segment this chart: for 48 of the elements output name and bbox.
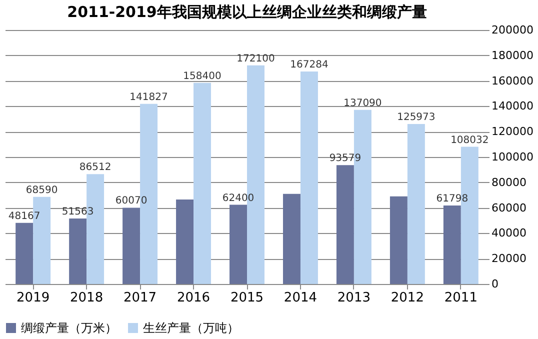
bar bbox=[390, 196, 408, 284]
data-label: 51563 bbox=[62, 206, 94, 218]
bar bbox=[69, 218, 87, 284]
x-tick-label: 2019 bbox=[16, 290, 50, 306]
bar bbox=[122, 208, 140, 284]
y-tick-label: 40000 bbox=[492, 226, 526, 240]
data-label: 167284 bbox=[290, 60, 328, 71]
x-tick-label: 2017 bbox=[123, 290, 157, 306]
bar bbox=[282, 194, 300, 284]
data-label: 172100 bbox=[236, 53, 275, 64]
bar bbox=[300, 72, 318, 284]
data-label: 61798 bbox=[436, 194, 468, 205]
bar bbox=[336, 165, 354, 284]
data-label: 86512 bbox=[79, 162, 112, 174]
data-label: 60070 bbox=[115, 196, 148, 207]
data-label: 158400 bbox=[183, 70, 222, 82]
y-tick-label: 0 bbox=[492, 278, 498, 290]
data-label: 68590 bbox=[26, 184, 58, 196]
data-label: 125973 bbox=[397, 112, 436, 124]
legend-label: 生丝产量（万吨） bbox=[143, 321, 239, 335]
bar bbox=[407, 124, 425, 284]
bar bbox=[176, 200, 194, 284]
x-tick-label: 2012 bbox=[390, 290, 424, 306]
bar bbox=[16, 222, 34, 284]
y-tick-label: 140000 bbox=[492, 100, 534, 113]
bar bbox=[443, 206, 461, 284]
x-tick-label: 2013 bbox=[337, 290, 371, 306]
y-tick-label: 60000 bbox=[492, 201, 526, 214]
data-label: 62400 bbox=[222, 192, 254, 204]
y-tick-label: 160000 bbox=[492, 74, 534, 88]
y-tick-label: 120000 bbox=[492, 125, 534, 138]
x-tick-label: 2018 bbox=[70, 290, 104, 306]
x-tick-label: 2011 bbox=[444, 290, 478, 306]
x-tick-label: 2014 bbox=[284, 290, 318, 306]
data-label: 108032 bbox=[450, 134, 489, 146]
x-tick-label: 2016 bbox=[176, 290, 210, 306]
bar bbox=[230, 204, 247, 284]
data-label: 48167 bbox=[8, 210, 40, 222]
y-tick-label: 80000 bbox=[492, 176, 526, 189]
y-tick-label: 180000 bbox=[492, 48, 534, 62]
y-tick-label: 200000 bbox=[492, 24, 534, 36]
legend-label: 绸缎产量（万米） bbox=[21, 321, 117, 335]
y-tick-label: 20000 bbox=[492, 252, 526, 266]
bar bbox=[194, 82, 212, 284]
chart-title: 2011-2019年我国规模以上丝绸企业丝类和绸缎产量 bbox=[67, 3, 427, 21]
x-tick-label: 2015 bbox=[230, 290, 264, 306]
data-label: 141827 bbox=[130, 92, 168, 103]
y-tick-label: 100000 bbox=[492, 150, 534, 164]
